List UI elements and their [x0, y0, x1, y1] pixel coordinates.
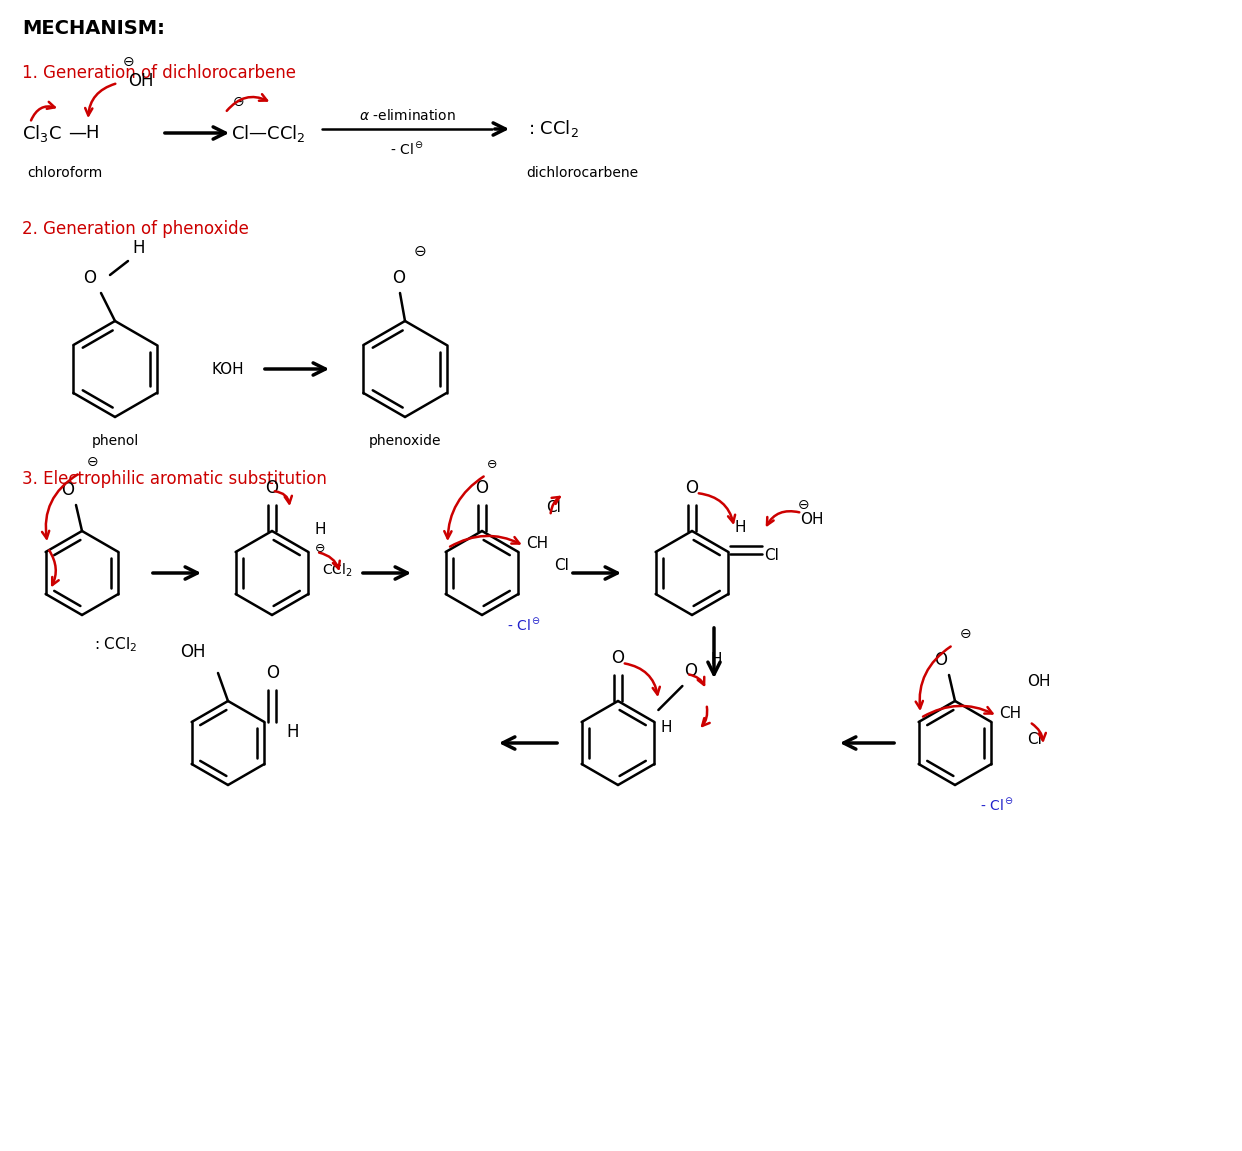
Text: OH: OH [180, 643, 206, 661]
Text: KOH: KOH [211, 361, 245, 376]
Text: $\ominus$: $\ominus$ [86, 455, 98, 468]
Text: Cl: Cl [1027, 732, 1042, 747]
Text: $\ominus$: $\ominus$ [959, 627, 971, 641]
Text: - Cl$^\ominus$: - Cl$^\ominus$ [980, 796, 1015, 814]
Text: $\alpha$ -elimination: $\alpha$ -elimination [359, 107, 456, 122]
Text: O: O [61, 481, 75, 500]
Text: O: O [686, 479, 698, 497]
Text: —H: —H [68, 124, 99, 142]
Text: MECHANISM:: MECHANISM: [22, 20, 165, 38]
Text: H: H [287, 723, 299, 741]
Text: $\ominus$: $\ominus$ [797, 498, 810, 512]
Text: O: O [266, 664, 279, 683]
Text: $\ominus$: $\ominus$ [486, 458, 497, 471]
Text: Cl: Cl [554, 558, 569, 573]
Text: H: H [314, 523, 325, 538]
Text: - Cl$^\ominus$: - Cl$^\ominus$ [507, 617, 542, 633]
Text: CCl$_2$: CCl$_2$ [323, 562, 353, 579]
Text: phenol: phenol [92, 434, 139, 448]
Text: : CCl$_2$: : CCl$_2$ [528, 119, 579, 139]
Text: Cl: Cl [764, 549, 779, 564]
Text: - Cl$^\ominus$: - Cl$^\ominus$ [390, 140, 424, 158]
Text: : CCl$_2$: : CCl$_2$ [94, 635, 138, 655]
Text: $\ominus$: $\ominus$ [414, 244, 426, 259]
Text: 2. Generation of phenoxide: 2. Generation of phenoxide [22, 220, 248, 238]
Text: $\ominus$: $\ominus$ [232, 96, 245, 109]
Text: CH: CH [527, 536, 549, 551]
Text: OH: OH [1027, 673, 1051, 688]
Text: CH: CH [1000, 707, 1021, 722]
Text: $\ominus$: $\ominus$ [314, 541, 325, 555]
Text: OH: OH [128, 73, 154, 90]
Text: OH: OH [800, 511, 823, 526]
Text: O: O [476, 479, 488, 497]
Text: 1. Generation of dichlorocarbene: 1. Generation of dichlorocarbene [22, 64, 296, 82]
Text: chloroform: chloroform [27, 166, 103, 180]
Text: 3. Electrophilic aromatic substitution: 3. Electrophilic aromatic substitution [22, 470, 327, 488]
Text: O: O [392, 269, 405, 287]
Text: O: O [266, 479, 278, 497]
Text: $\ominus$: $\ominus$ [122, 55, 134, 69]
Text: H: H [710, 653, 722, 668]
Text: O: O [83, 269, 96, 287]
Text: Cl: Cl [546, 501, 561, 516]
Text: O: O [684, 662, 697, 680]
Text: H: H [734, 520, 746, 535]
Text: phenoxide: phenoxide [369, 434, 441, 448]
Text: Cl—CCl$_2$: Cl—CCl$_2$ [231, 122, 306, 144]
Text: O: O [934, 651, 946, 669]
Text: H: H [132, 239, 144, 257]
Text: Cl$_3$C: Cl$_3$C [22, 122, 62, 144]
Text: O: O [611, 649, 625, 666]
Text: H: H [661, 721, 672, 735]
Text: dichlorocarbene: dichlorocarbene [525, 166, 638, 180]
